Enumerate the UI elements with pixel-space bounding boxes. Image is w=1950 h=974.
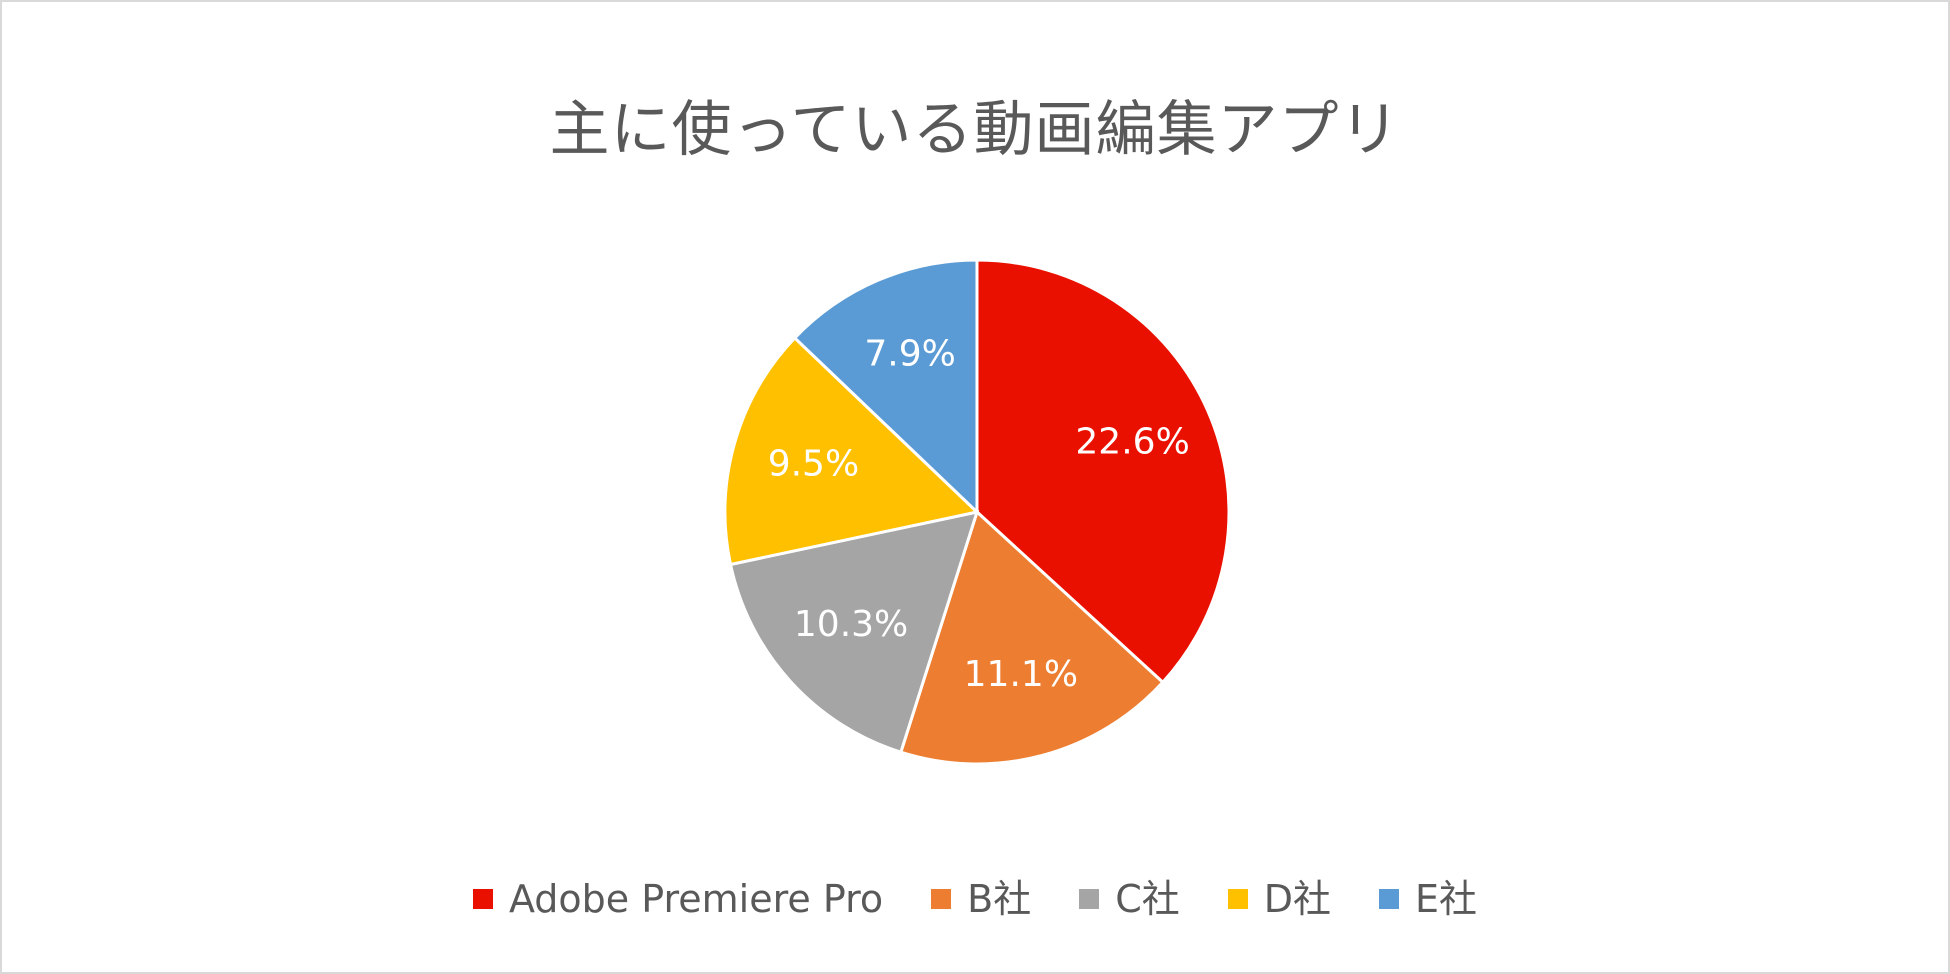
legend-swatch-icon — [472, 889, 493, 909]
slice-data-label-1: 22.6% — [1075, 422, 1189, 463]
legend-swatch-icon — [1379, 889, 1400, 909]
legend-item-5: E社 — [1379, 874, 1477, 924]
legend-swatch-icon — [1227, 889, 1248, 909]
pie-slice-5 — [792, 258, 979, 516]
legend-swatch-icon — [931, 889, 952, 909]
legend-item-2: B社 — [931, 874, 1031, 924]
slice-data-label-4: 9.5% — [768, 444, 859, 485]
chart-title: 主に使っている動画編集アプリ — [549, 95, 1401, 165]
pie-slice-2 — [898, 509, 1165, 766]
legend-label: B社 — [967, 877, 1032, 921]
pie-slice-3 — [728, 509, 980, 755]
pie-slice-1 — [975, 258, 1231, 685]
legend: Adobe Premiere Pro B社 C社 D社 E社 — [2, 874, 1948, 924]
pie-slice-4 — [723, 335, 981, 567]
legend-label: D社 — [1263, 877, 1332, 921]
slice-data-label-3: 10.3% — [794, 604, 908, 645]
legend-item-3: C社 — [1079, 874, 1180, 924]
legend-item-4: D社 — [1227, 874, 1332, 924]
legend-swatch-icon — [1079, 889, 1100, 909]
slice-data-label-5: 7.9% — [864, 334, 955, 375]
legend-label: Adobe Premiere Pro — [508, 877, 884, 921]
slice-data-label-2: 11.1% — [964, 654, 1078, 695]
legend-item-1: Adobe Premiere Pro — [472, 874, 884, 924]
legend-label: C社 — [1115, 877, 1180, 921]
legend-label: E社 — [1415, 877, 1478, 921]
